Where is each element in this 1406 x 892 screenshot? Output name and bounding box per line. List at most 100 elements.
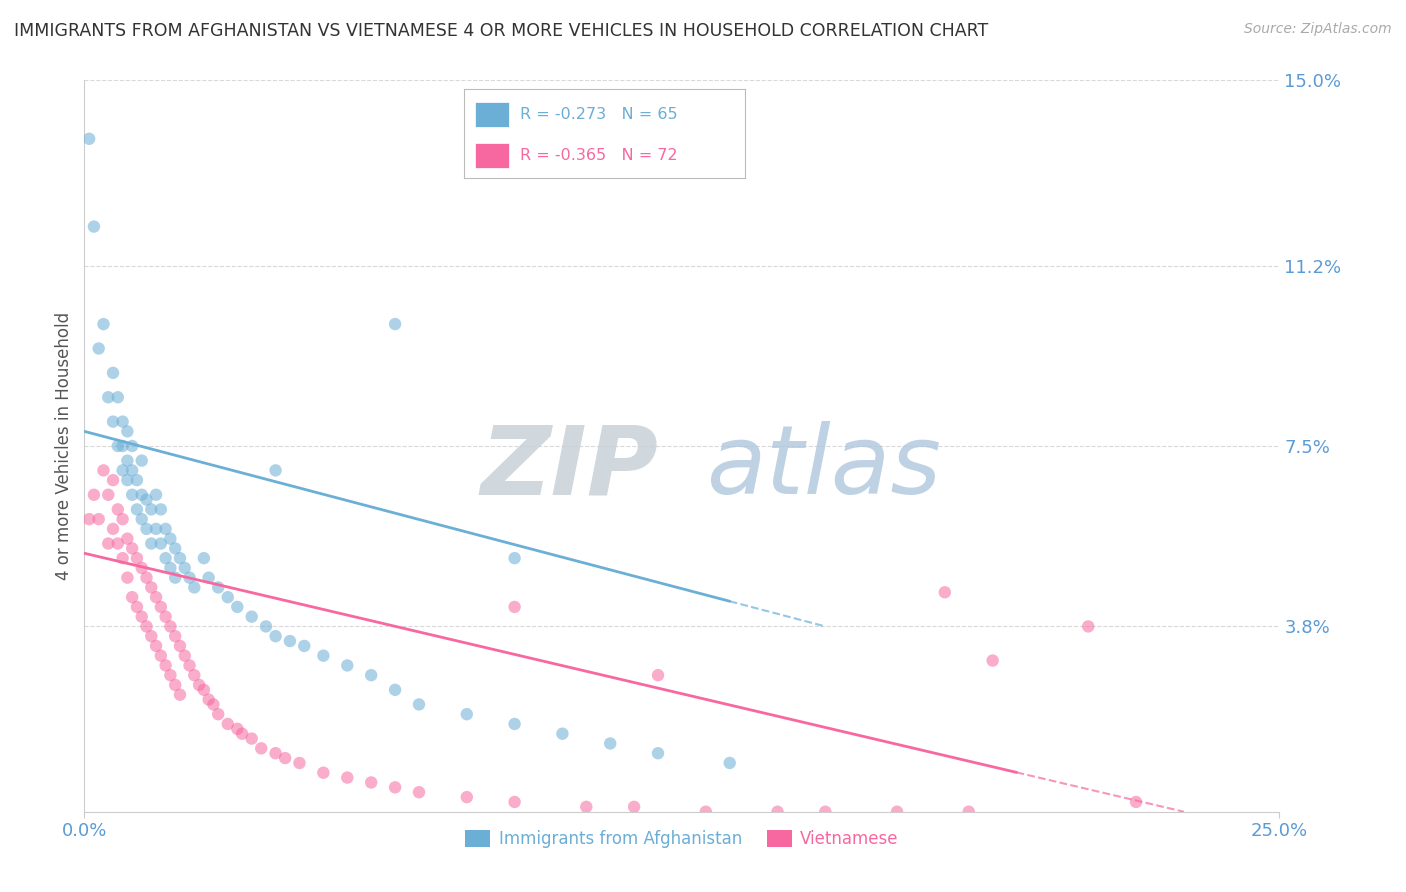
Point: [207, 581, 229, 595]
Bar: [475, 143, 509, 168]
Point: [207, 707, 229, 722]
Point: [159, 668, 181, 682]
Point: [101, 366, 124, 380]
Text: R = -0.365   N = 72: R = -0.365 N = 72: [520, 148, 678, 162]
Point: [695, 805, 717, 819]
Point: [131, 512, 153, 526]
Point: [117, 425, 139, 439]
Point: [149, 648, 172, 663]
Point: [101, 522, 124, 536]
Point: [183, 668, 205, 682]
Point: [193, 682, 215, 697]
Point: [718, 756, 741, 770]
Point: [408, 785, 430, 799]
Point: [83, 219, 105, 234]
Point: [125, 502, 148, 516]
Point: [121, 590, 143, 604]
Point: [292, 639, 315, 653]
Point: [83, 488, 105, 502]
Text: Source: ZipAtlas.com: Source: ZipAtlas.com: [1244, 22, 1392, 37]
Point: [193, 551, 215, 566]
Text: atlas: atlas: [706, 421, 941, 515]
Point: [231, 727, 253, 741]
Point: [254, 619, 277, 633]
Point: [107, 439, 129, 453]
Point: [117, 571, 139, 585]
Point: [312, 648, 335, 663]
Point: [117, 473, 139, 487]
Point: [159, 561, 181, 575]
Point: [121, 488, 143, 502]
Point: [101, 473, 124, 487]
Legend: Immigrants from Afghanistan, Vietnamese: Immigrants from Afghanistan, Vietnamese: [458, 823, 905, 855]
Point: [155, 551, 177, 566]
Point: [456, 790, 478, 805]
Point: [173, 648, 195, 663]
Point: [111, 512, 134, 526]
Point: [111, 439, 134, 453]
Point: [145, 590, 167, 604]
Point: [165, 678, 187, 692]
Point: [97, 488, 120, 502]
Point: [240, 609, 263, 624]
Point: [503, 717, 526, 731]
Point: [93, 317, 115, 331]
Point: [179, 571, 201, 585]
Text: IMMIGRANTS FROM AFGHANISTAN VS VIETNAMESE 4 OR MORE VEHICLES IN HOUSEHOLD CORREL: IMMIGRANTS FROM AFGHANISTAN VS VIETNAMES…: [14, 22, 988, 40]
Point: [814, 805, 837, 819]
Point: [169, 639, 191, 653]
Point: [135, 619, 157, 633]
Point: [274, 751, 297, 765]
Point: [179, 658, 201, 673]
Point: [111, 463, 134, 477]
Point: [111, 551, 134, 566]
Point: [141, 502, 163, 516]
Point: [456, 707, 478, 722]
Point: [107, 502, 129, 516]
Point: [226, 599, 249, 614]
Point: [240, 731, 263, 746]
Point: [336, 771, 359, 785]
Point: [360, 775, 382, 789]
Point: [384, 780, 406, 795]
Point: [149, 502, 172, 516]
Point: [766, 805, 789, 819]
Point: [384, 317, 406, 331]
Point: [934, 585, 956, 599]
Point: [503, 795, 526, 809]
Point: [131, 453, 153, 467]
Point: [135, 492, 157, 507]
Point: [202, 698, 225, 712]
Point: [981, 654, 1004, 668]
Point: [264, 746, 287, 760]
Point: [623, 800, 645, 814]
Point: [165, 629, 187, 643]
Point: [312, 765, 335, 780]
Point: [117, 532, 139, 546]
Point: [145, 639, 167, 653]
Y-axis label: 4 or more Vehicles in Household: 4 or more Vehicles in Household: [55, 312, 73, 580]
Point: [121, 541, 143, 556]
Point: [141, 581, 163, 595]
Point: [87, 342, 110, 356]
Point: [599, 736, 621, 750]
Point: [141, 629, 163, 643]
Point: [155, 522, 177, 536]
Point: [97, 390, 120, 404]
Point: [264, 629, 287, 643]
Point: [101, 415, 124, 429]
Point: [159, 532, 181, 546]
Point: [384, 682, 406, 697]
Point: [121, 463, 143, 477]
Point: [647, 746, 669, 760]
Point: [1077, 619, 1099, 633]
Text: ZIP: ZIP: [479, 421, 658, 515]
Point: [165, 571, 187, 585]
Point: [131, 561, 153, 575]
Point: [145, 522, 167, 536]
Point: [886, 805, 908, 819]
Point: [250, 741, 273, 756]
Point: [93, 463, 115, 477]
Point: [97, 536, 120, 550]
Point: [159, 619, 181, 633]
